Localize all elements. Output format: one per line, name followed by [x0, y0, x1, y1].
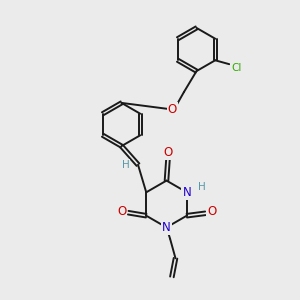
Text: N: N [162, 221, 171, 234]
Text: O: O [164, 146, 172, 159]
Text: H: H [122, 160, 129, 170]
Text: O: O [117, 205, 126, 218]
Text: N: N [182, 186, 191, 199]
Text: H: H [199, 182, 206, 192]
Text: O: O [168, 103, 177, 116]
Text: O: O [207, 205, 217, 218]
Text: Cl: Cl [231, 63, 242, 73]
